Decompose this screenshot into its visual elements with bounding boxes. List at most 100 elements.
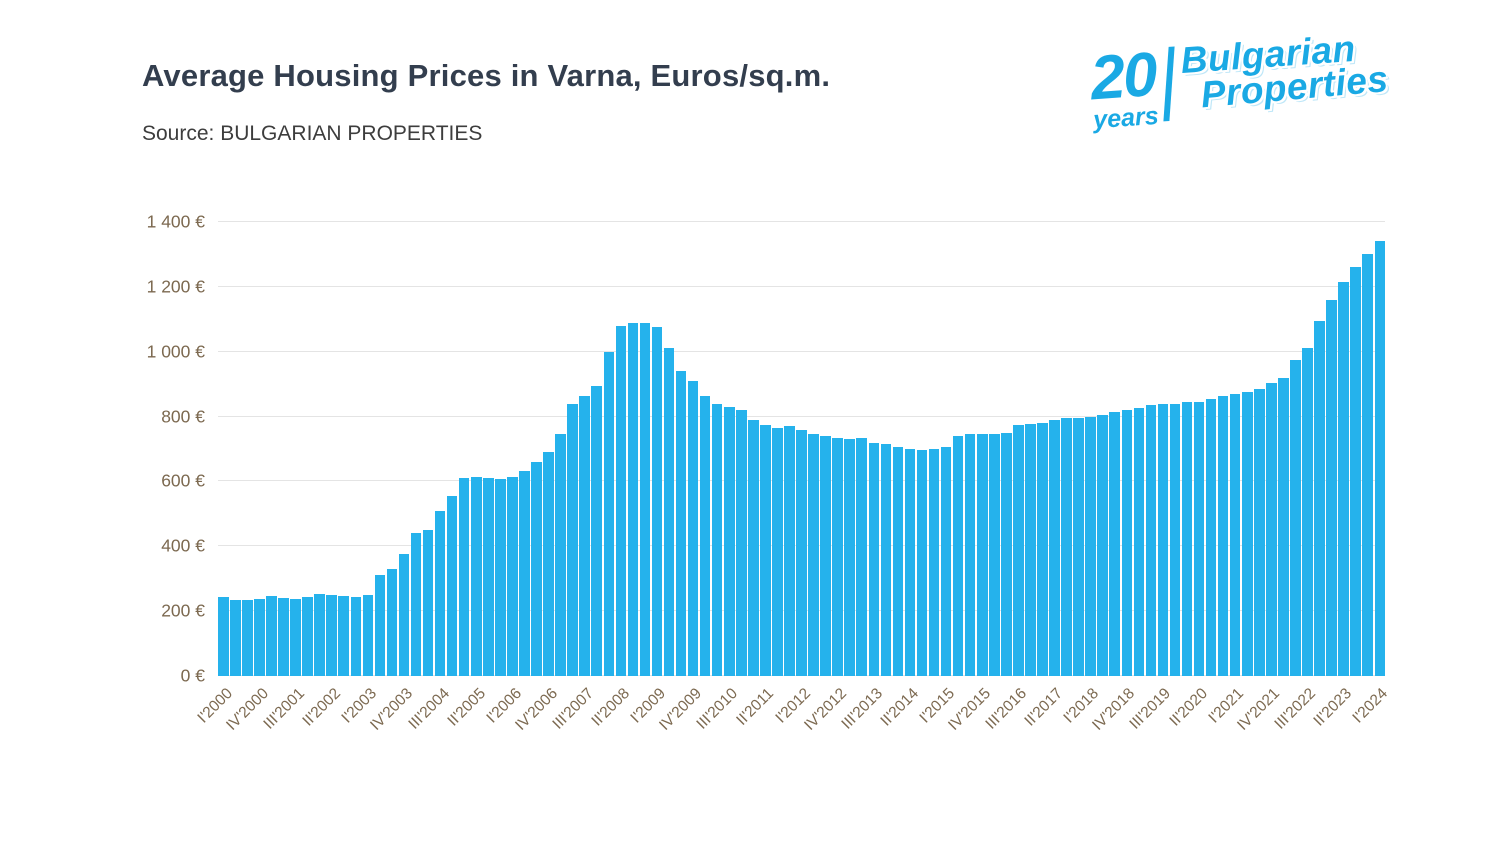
- bar-III'2017: [1061, 418, 1072, 676]
- y-tick-label: 1 400 €: [146, 211, 205, 232]
- bar-III'2007: [579, 395, 590, 676]
- bar-II'2001: [278, 597, 289, 676]
- bar-I'2009: [651, 327, 663, 676]
- bar-II'2015: [952, 436, 964, 676]
- bar-IV'2015: [976, 434, 988, 676]
- bar-III'2022: [1302, 348, 1313, 676]
- bar-I'2017: [1037, 423, 1048, 676]
- bar-II'2005: [470, 476, 482, 676]
- y-tick-label: 1 000 €: [146, 341, 205, 362]
- bar-IV'2016: [1025, 423, 1036, 676]
- bar-IV'2012: [832, 437, 843, 676]
- bar-IV'2006: [543, 452, 554, 676]
- bar-I'2022: [1278, 377, 1289, 676]
- gridline: [218, 285, 1385, 287]
- bar-III'2001: [290, 598, 301, 676]
- bar-III'2008: [627, 322, 639, 676]
- bar-I'2020: [1181, 401, 1193, 676]
- bar-III'2006: [531, 461, 542, 676]
- bar-II'2018: [1097, 414, 1108, 676]
- logo-wordmark: Bulgarian Properties: [1179, 28, 1390, 115]
- y-tick-label: 600 €: [161, 470, 205, 491]
- bar-II'2019: [1145, 405, 1157, 676]
- y-tick-label: 800 €: [161, 406, 205, 427]
- bar-II'2017: [1049, 419, 1060, 676]
- bar-IV'2011: [784, 426, 795, 676]
- logo-divider: [1163, 46, 1175, 122]
- y-tick-label: 200 €: [161, 600, 205, 621]
- bar-I'2013: [844, 439, 855, 676]
- bar-IV'2000: [254, 598, 265, 676]
- bar-IV'2023: [1362, 254, 1373, 676]
- bar-III'2019: [1157, 403, 1169, 676]
- bar-I'2012: [796, 429, 807, 676]
- x-tick-label-text: I'2024: [1349, 685, 1392, 727]
- bar-IV'2002: [350, 596, 362, 676]
- bar-IV'2008: [639, 322, 651, 676]
- bar-III'2014: [916, 449, 928, 676]
- bar-III'2011: [772, 427, 783, 676]
- x-tick-label-text: II'2020: [1165, 685, 1211, 730]
- bar-IV'2010: [736, 410, 747, 676]
- bar-I'2010: [699, 395, 711, 676]
- bar-IV'2014: [928, 449, 940, 676]
- bar-I'2019: [1133, 408, 1145, 676]
- x-tick-label-text: II'2017: [1021, 685, 1067, 730]
- source-text: Source: BULGARIAN PROPERTIES: [142, 122, 483, 145]
- logo-20-years: 20 years: [1087, 39, 1159, 135]
- bar-III'2002: [338, 595, 350, 676]
- bar-II'2004: [422, 530, 434, 676]
- bar-III'2009: [675, 371, 687, 676]
- bar-IV'2017: [1073, 418, 1084, 676]
- bar-III'2012: [820, 436, 831, 676]
- y-tick-label: 0 €: [180, 665, 205, 686]
- bar-III'2021: [1254, 389, 1265, 676]
- bar-IV'2022: [1314, 320, 1325, 676]
- bar-I'2005: [458, 478, 470, 676]
- bar-II'2013: [856, 437, 868, 676]
- bar-IV'2020: [1217, 395, 1229, 676]
- bar-III'2016: [1013, 424, 1024, 676]
- bar-II'2011: [760, 424, 771, 676]
- bar-I'2003: [362, 594, 374, 676]
- bar-II'2020: [1193, 401, 1205, 676]
- bar-II'2002: [326, 594, 337, 676]
- page-title: Average Housing Prices in Varna, Euros/s…: [142, 58, 831, 93]
- bar-I'2021: [1229, 393, 1241, 676]
- bar-III'2000: [242, 600, 253, 676]
- bar-III'2023: [1350, 267, 1361, 676]
- bar-I'2008: [603, 351, 615, 676]
- bar-I'2000: [218, 596, 229, 676]
- bar-chart-plot-area: 0 € 200 € 400 € 600 € 800 € 1 000 € 1 200 € 1 4…: [147, 212, 1391, 734]
- bar-III'2013: [868, 442, 880, 676]
- bar-IV'2005: [495, 478, 506, 676]
- x-tick-label-text: II'2011: [733, 685, 778, 729]
- x-tick-label-text: II'2023: [1310, 685, 1355, 730]
- bar-I'2001: [266, 595, 277, 676]
- logo-number: 20: [1087, 39, 1158, 114]
- bar-II'2012: [808, 434, 819, 676]
- bar-II'2016: [1001, 433, 1012, 676]
- bar-II'2010: [711, 403, 723, 676]
- bar-III'2005: [483, 478, 494, 676]
- bar-IV'2003: [398, 554, 410, 676]
- bar-I'2007: [555, 434, 566, 676]
- bar-II'2007: [567, 403, 578, 676]
- bar-III'2018: [1109, 411, 1121, 676]
- bar-II'2023: [1338, 282, 1349, 676]
- bar-I'2023: [1326, 299, 1337, 676]
- bar-IV'2013: [880, 444, 892, 676]
- bar-II'2003: [374, 575, 386, 676]
- bar-IV'2004: [446, 496, 458, 676]
- gridline: [218, 350, 1385, 352]
- bar-III'2004: [434, 510, 446, 676]
- bulgarian-properties-logo: 20 years Bulgarian Properties: [1088, 28, 1391, 135]
- y-tick-label: 1 200 €: [146, 276, 205, 297]
- bar-IV'2009: [687, 380, 699, 676]
- x-tick-label-text: II'2005: [444, 685, 489, 730]
- bar-III'2010: [723, 406, 735, 676]
- bar-II'2006: [519, 471, 530, 676]
- y-tick-label: 400 €: [161, 535, 205, 556]
- bar-II'2008: [615, 325, 627, 676]
- bar-II'2000: [230, 599, 241, 676]
